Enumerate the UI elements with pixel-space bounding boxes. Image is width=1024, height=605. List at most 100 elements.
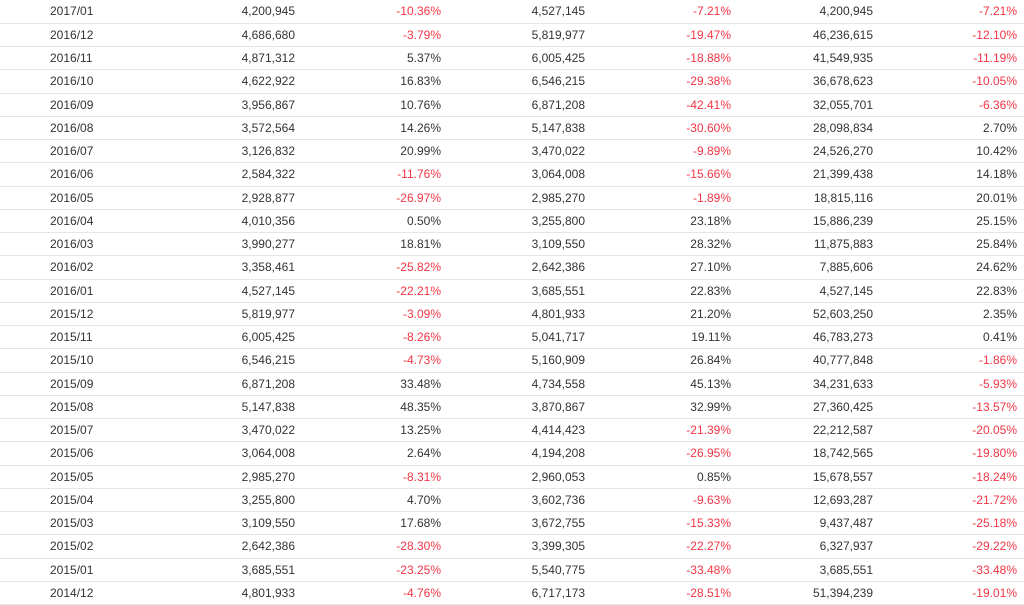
value-c-cell: 15,886,239 — [738, 209, 880, 234]
value-b-cell: 6,871,208 — [448, 93, 592, 117]
period-cell: 2016/06 — [0, 162, 144, 187]
value-b-cell: 6,717,173 — [448, 581, 592, 605]
table-row: 2015/10 6,546,215 -4.73% 5,160,909 26.84% 40,… — [0, 348, 1024, 373]
change-a-cell: 18.81% — [302, 232, 448, 257]
change-a-cell: -26.97% — [302, 186, 448, 210]
change-c-cell: 24.62% — [880, 255, 1024, 280]
change-c-cell: 2.35% — [880, 302, 1024, 327]
table-row: 2016/06 2,584,322 -11.76% 3,064,008 -15.66% 2… — [0, 162, 1024, 187]
change-c-cell: 20.01% — [880, 186, 1024, 210]
period-cell: 2017/01 — [0, 0, 144, 24]
change-a-cell: 5.37% — [302, 46, 448, 71]
change-c-cell: 25.15% — [880, 209, 1024, 234]
value-a-cell: 3,109,550 — [144, 511, 302, 536]
period-cell: 2016/09 — [0, 93, 144, 117]
value-c-cell: 27,360,425 — [738, 395, 880, 420]
change-b-cell: -9.63% — [592, 488, 738, 513]
change-c-cell: 25.84% — [880, 232, 1024, 257]
value-b-cell: 3,870,867 — [448, 395, 592, 420]
change-a-cell: 48.35% — [302, 395, 448, 420]
change-b-cell: -1.89% — [592, 186, 738, 210]
change-b-cell: -15.66% — [592, 162, 738, 187]
value-b-cell: 3,470,022 — [448, 139, 592, 164]
change-a-cell: 20.99% — [302, 139, 448, 164]
period-cell: 2014/12 — [0, 581, 144, 605]
value-c-cell: 18,742,565 — [738, 441, 880, 466]
table-row: 2017/01 4,200,945 -10.36% 4,527,145 -7.21% 4,… — [0, 0, 1024, 24]
period-cell: 2015/01 — [0, 558, 144, 582]
value-a-cell: 3,126,832 — [144, 139, 302, 164]
table-row: 2016/04 4,010,356 0.50% 3,255,800 23.18% 15,8… — [0, 209, 1024, 234]
change-b-cell: 28.32% — [592, 232, 738, 257]
period-cell: 2016/04 — [0, 209, 144, 234]
change-b-cell: -21.39% — [592, 418, 738, 443]
table-row: 2015/01 3,685,551 -23.25% 5,540,775 -33.48% 3… — [0, 558, 1024, 582]
value-a-cell: 3,956,867 — [144, 93, 302, 117]
value-c-cell: 52,603,250 — [738, 302, 880, 327]
change-a-cell: -4.76% — [302, 581, 448, 605]
change-a-cell: -25.82% — [302, 255, 448, 280]
change-a-cell: -8.31% — [302, 465, 448, 489]
change-a-cell: -10.36% — [302, 0, 448, 24]
table-row: 2016/01 4,527,145 -22.21% 3,685,551 22.83% 4,… — [0, 279, 1024, 303]
value-a-cell: 2,985,270 — [144, 465, 302, 489]
value-c-cell: 12,693,287 — [738, 488, 880, 513]
value-a-cell: 3,572,564 — [144, 116, 302, 141]
value-c-cell: 28,098,834 — [738, 116, 880, 141]
change-c-cell: -25.18% — [880, 511, 1024, 536]
change-b-cell: 32.99% — [592, 395, 738, 420]
change-c-cell: -13.57% — [880, 395, 1024, 420]
value-b-cell: 3,255,800 — [448, 209, 592, 234]
table-row: 2015/12 5,819,977 -3.09% 4,801,933 21.20% 52,… — [0, 302, 1024, 327]
table-row: 2015/03 3,109,550 17.68% 3,672,755 -15.33% 9,… — [0, 511, 1024, 536]
change-b-cell: 26.84% — [592, 348, 738, 373]
value-b-cell: 3,685,551 — [448, 279, 592, 303]
change-b-cell: 22.83% — [592, 279, 738, 303]
period-cell: 2016/11 — [0, 46, 144, 71]
table-row: 2016/12 4,686,680 -3.79% 5,819,977 -19.47% 46… — [0, 23, 1024, 48]
table-row: 2015/02 2,642,386 -28.30% 3,399,305 -22.27% 6… — [0, 534, 1024, 559]
change-b-cell: -28.51% — [592, 581, 738, 605]
table-row: 2015/05 2,985,270 -8.31% 2,960,053 0.85% 15,6… — [0, 465, 1024, 489]
change-a-cell: -8.26% — [302, 325, 448, 350]
change-b-cell: -15.33% — [592, 511, 738, 536]
change-a-cell: -3.09% — [302, 302, 448, 327]
change-a-cell: 4.70% — [302, 488, 448, 513]
change-c-cell: -33.48% — [880, 558, 1024, 582]
change-c-cell: -12.10% — [880, 23, 1024, 48]
period-cell: 2015/10 — [0, 348, 144, 373]
change-c-cell: 2.70% — [880, 116, 1024, 141]
change-c-cell: -19.80% — [880, 441, 1024, 466]
value-b-cell: 4,527,145 — [448, 0, 592, 24]
value-c-cell: 24,526,270 — [738, 139, 880, 164]
change-b-cell: -22.27% — [592, 534, 738, 559]
value-b-cell: 3,602,736 — [448, 488, 592, 513]
change-a-cell: 33.48% — [302, 372, 448, 396]
value-b-cell: 2,960,053 — [448, 465, 592, 489]
table-row: 2015/07 3,470,022 13.25% 4,414,423 -21.39% 22… — [0, 418, 1024, 443]
period-cell: 2015/02 — [0, 534, 144, 559]
change-c-cell: 0.41% — [880, 325, 1024, 350]
value-b-cell: 3,399,305 — [448, 534, 592, 559]
period-cell: 2015/06 — [0, 441, 144, 466]
change-a-cell: -23.25% — [302, 558, 448, 582]
change-a-cell: 0.50% — [302, 209, 448, 234]
value-c-cell: 32,055,701 — [738, 93, 880, 117]
change-b-cell: 45.13% — [592, 372, 738, 396]
change-c-cell: -7.21% — [880, 0, 1024, 24]
value-a-cell: 2,642,386 — [144, 534, 302, 559]
change-a-cell: 14.26% — [302, 116, 448, 141]
change-c-cell: -10.05% — [880, 69, 1024, 94]
value-a-cell: 4,200,945 — [144, 0, 302, 24]
table-row: 2014/12 4,801,933 -4.76% 6,717,173 -28.51% 51… — [0, 581, 1024, 605]
value-c-cell: 36,678,623 — [738, 69, 880, 94]
change-c-cell: -29.22% — [880, 534, 1024, 559]
table-row: 2015/08 5,147,838 48.35% 3,870,867 32.99% 27,… — [0, 395, 1024, 420]
value-a-cell: 2,584,322 — [144, 162, 302, 187]
value-c-cell: 46,783,273 — [738, 325, 880, 350]
value-a-cell: 3,990,277 — [144, 232, 302, 257]
change-a-cell: -28.30% — [302, 534, 448, 559]
value-a-cell: 6,871,208 — [144, 372, 302, 396]
table-row: 2015/06 3,064,008 2.64% 4,194,208 -26.95% 18,… — [0, 441, 1024, 466]
